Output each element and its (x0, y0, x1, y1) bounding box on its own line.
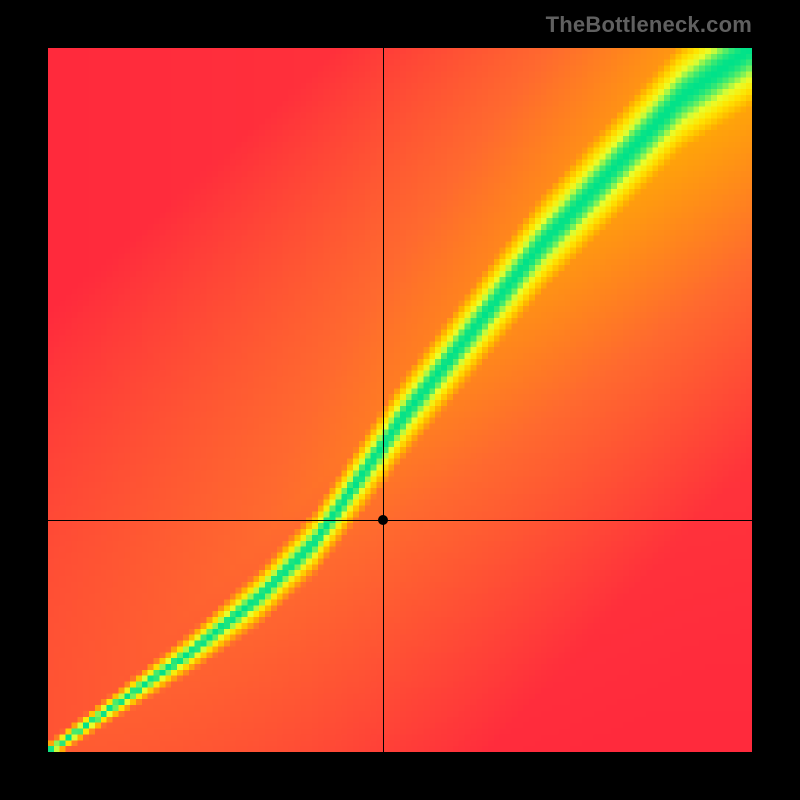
heatmap-canvas (48, 48, 752, 752)
crosshair-vertical (383, 48, 384, 752)
crosshair-horizontal (48, 520, 752, 521)
bottleneck-heatmap (48, 48, 752, 752)
watermark-text: TheBottleneck.com (546, 12, 752, 38)
marker-dot (378, 515, 388, 525)
